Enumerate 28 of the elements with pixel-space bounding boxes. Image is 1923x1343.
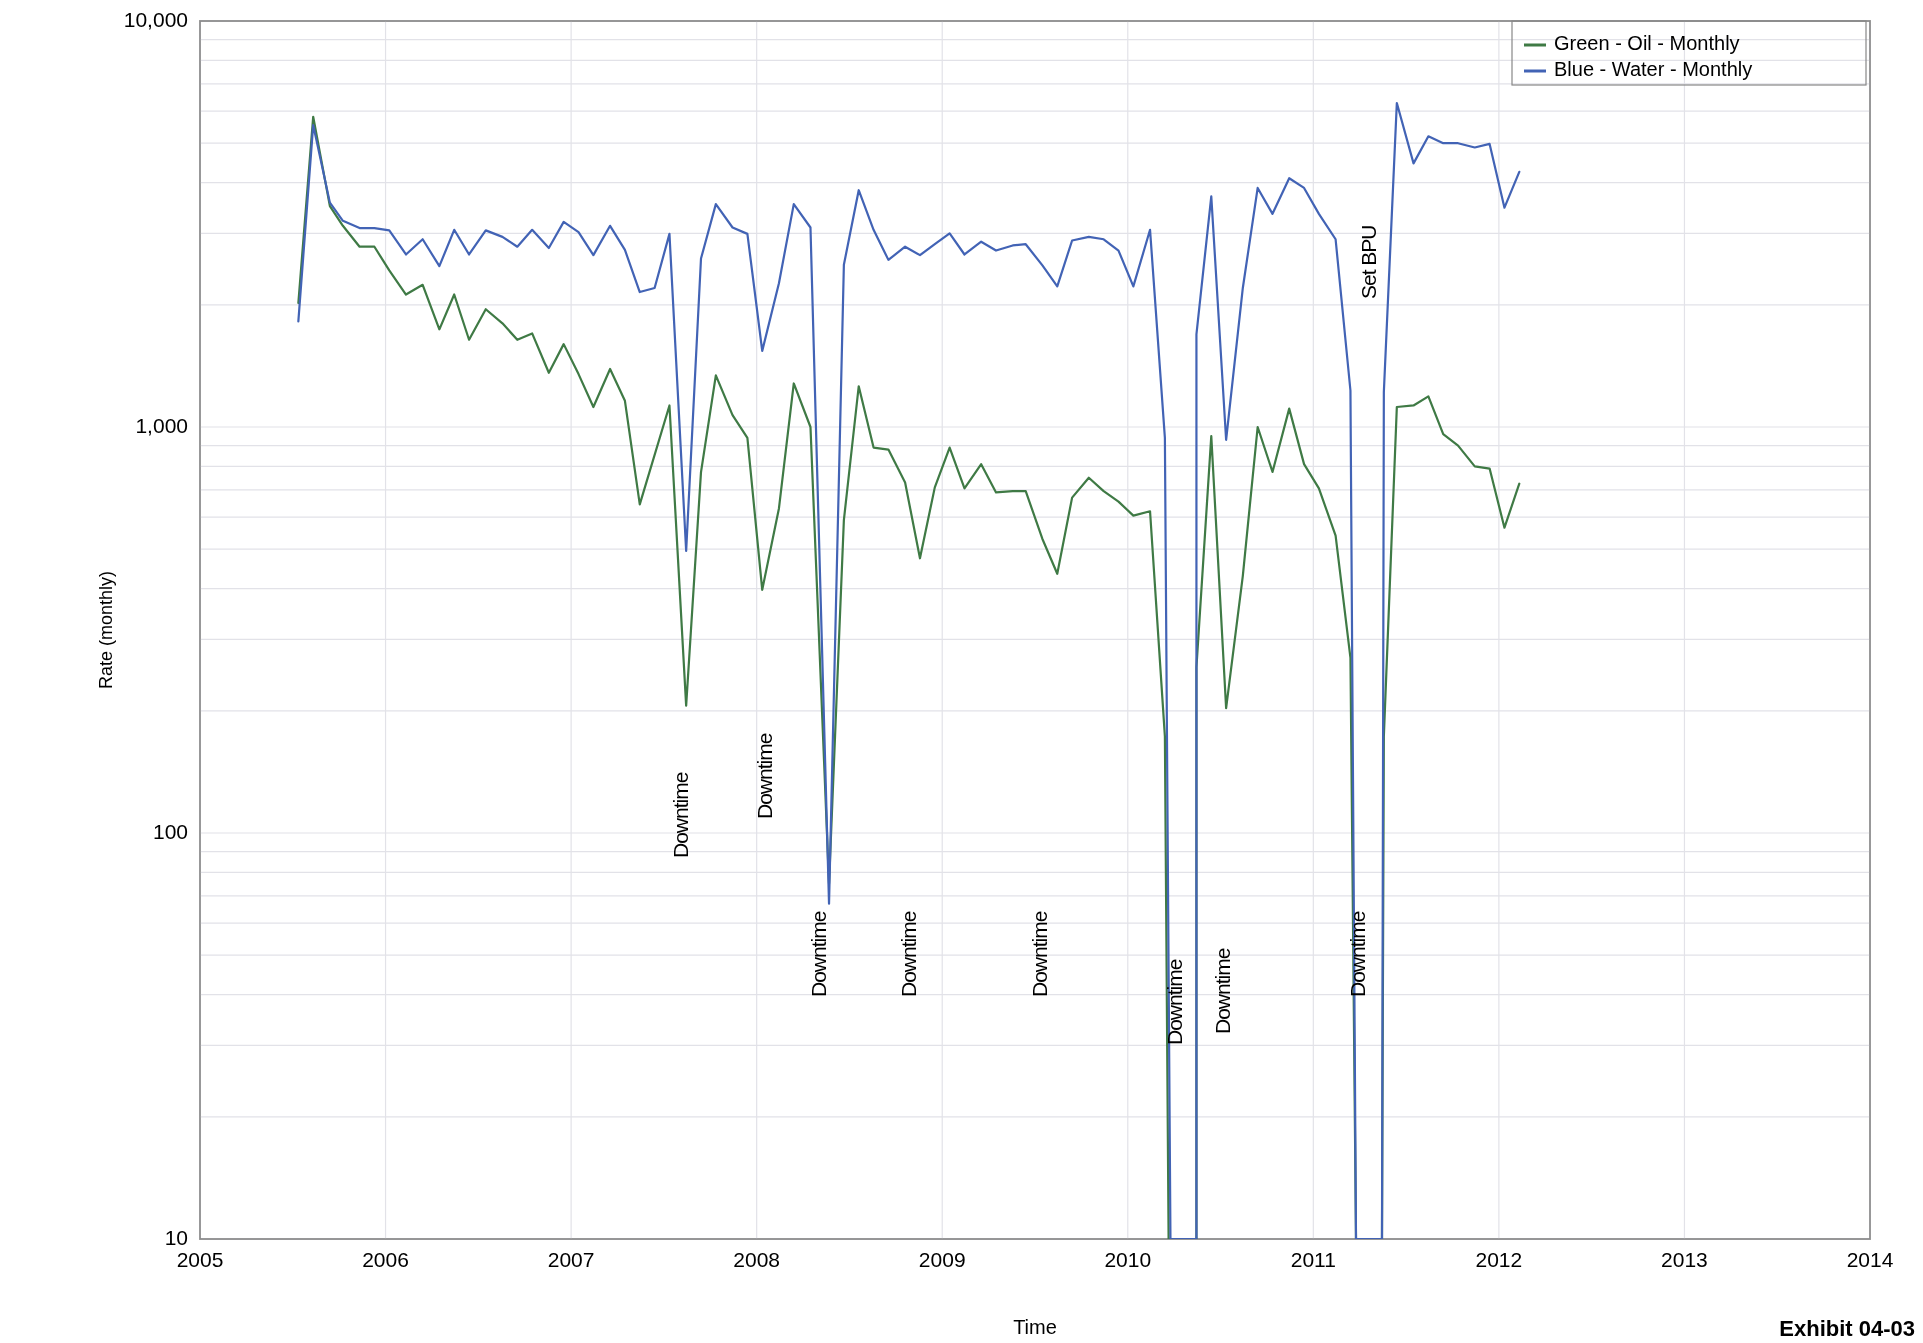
x-tick-label: 2007 — [547, 1248, 595, 1271]
x-axis-title: Time — [1013, 1316, 1057, 1338]
y-tick-label: 10,000 — [123, 7, 188, 31]
annotation: Set BPU — [1356, 225, 1380, 299]
annotation: Downtime — [752, 733, 776, 819]
x-tick-label: 2006 — [362, 1248, 409, 1271]
text: Exhibit 04-03 — [1779, 1316, 1915, 1341]
x-tick-label: 2005 — [176, 1248, 224, 1271]
x-tick-label: 2013 — [1661, 1248, 1708, 1271]
y-tick-label: 10 — [164, 1225, 188, 1249]
y-axis-title: Rate (monthly) — [96, 570, 116, 690]
x-tick-label: 2009 — [918, 1248, 966, 1271]
annotation: Downtime — [1345, 911, 1369, 997]
x-tick-label: 2012 — [1475, 1248, 1523, 1271]
x-tick-label: 2008 — [733, 1248, 781, 1271]
annotation: Downtime — [1162, 959, 1186, 1045]
annotation: Downtime — [668, 772, 692, 858]
annotation: Downtime — [1027, 911, 1051, 997]
x-tick-label: 2011 — [1290, 1248, 1336, 1271]
legend-label: Blue - Water - Monthly — [1554, 58, 1753, 81]
annotation: Downtime — [1210, 948, 1234, 1034]
y-tick-label: 100 — [152, 819, 188, 843]
x-tick-label: 2010 — [1104, 1248, 1152, 1271]
y-tick-label: 1,000 — [135, 413, 188, 437]
legend-label: Green - Oil - Monthly — [1554, 32, 1740, 55]
annotation: Downtime — [896, 911, 920, 997]
x-tick-label: 2014 — [1846, 1248, 1894, 1271]
annotation: Downtime — [806, 911, 830, 997]
